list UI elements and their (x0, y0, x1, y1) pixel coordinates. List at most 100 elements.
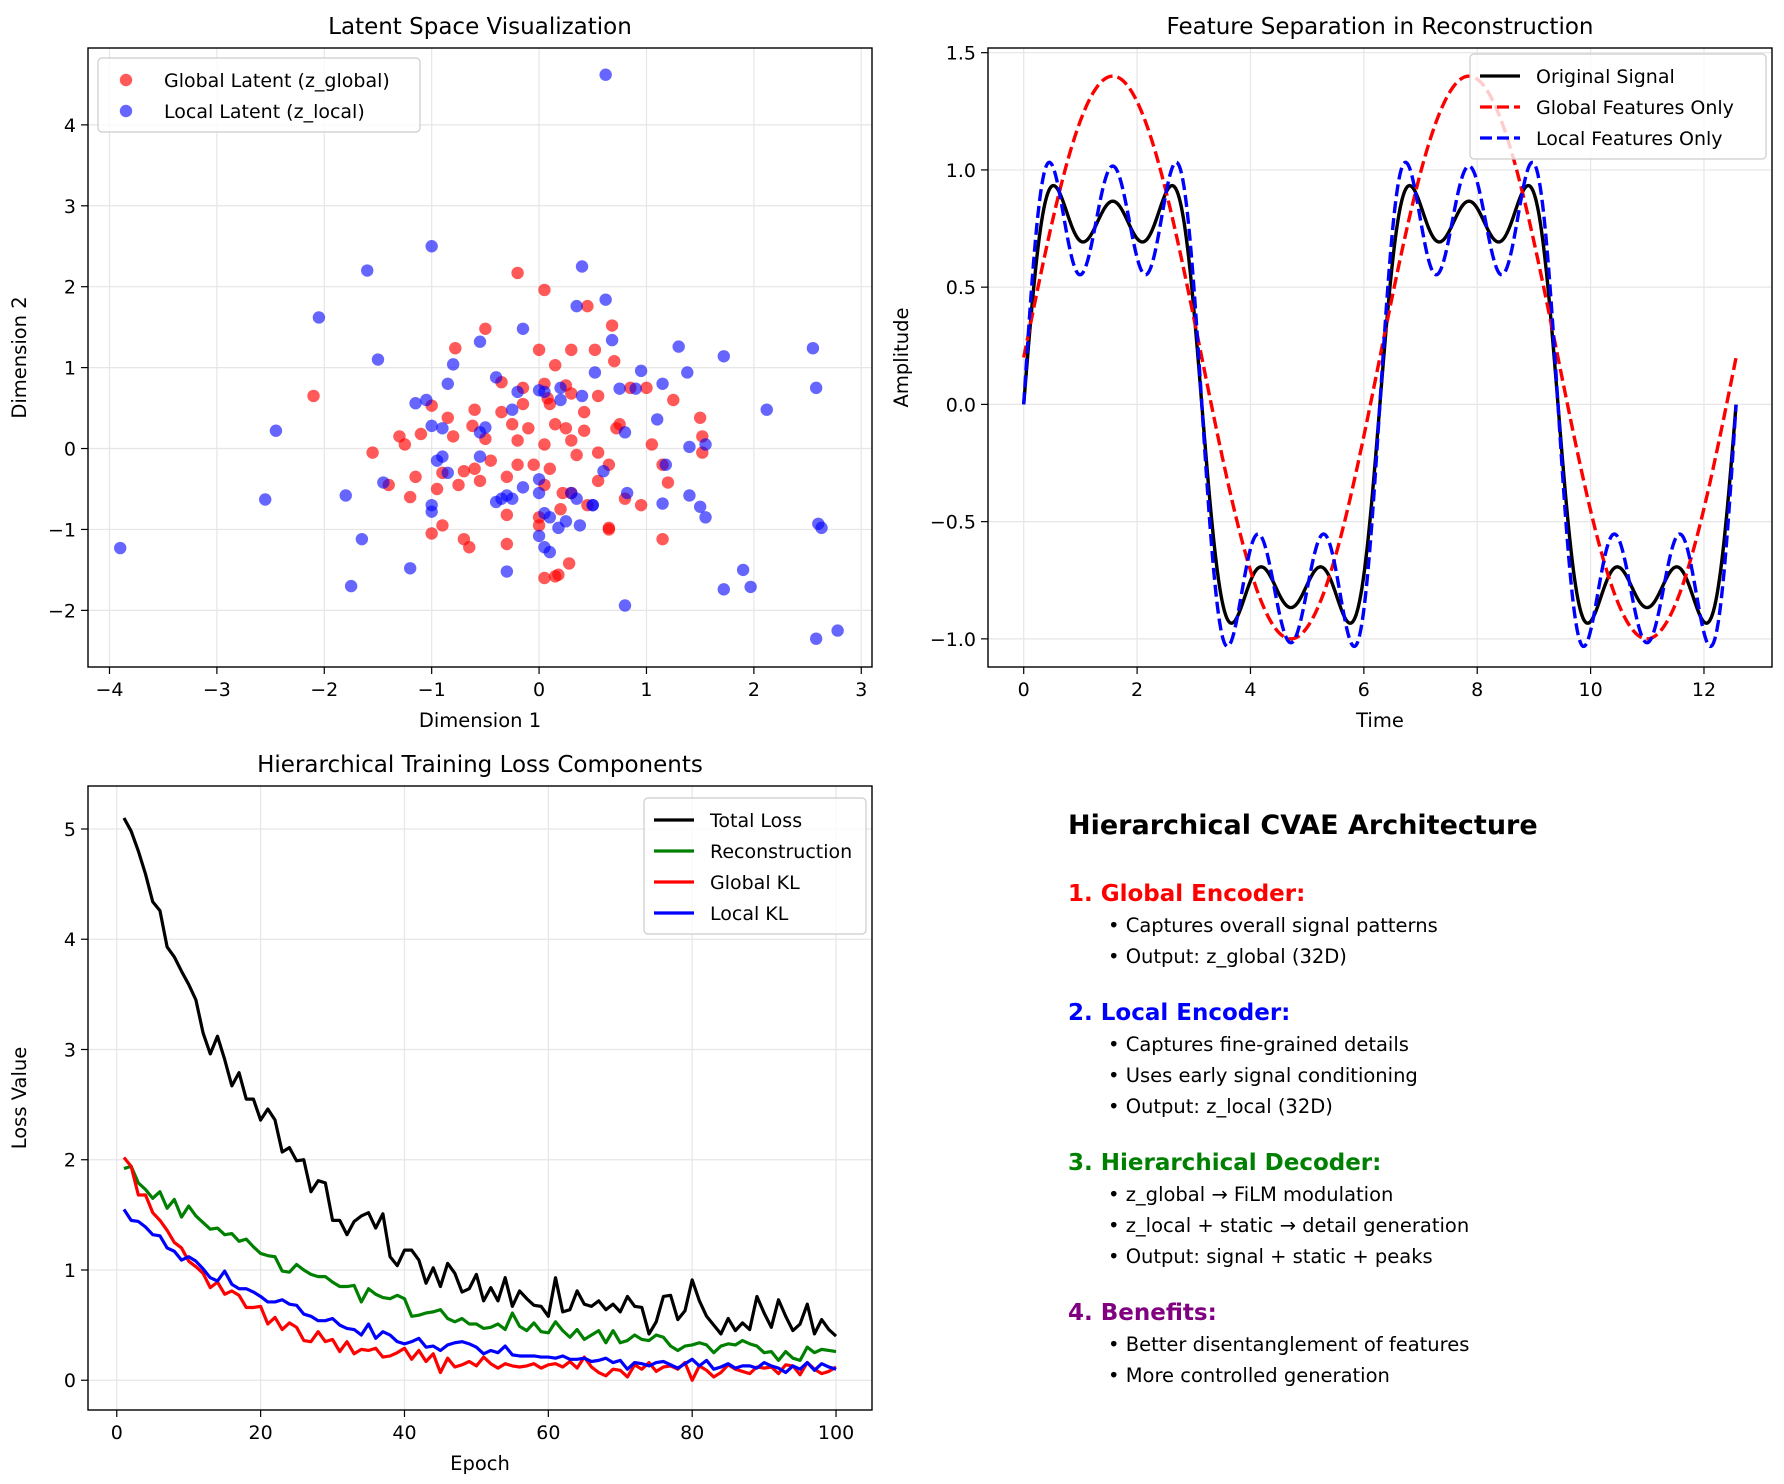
scatter-point (597, 464, 610, 478)
section-bullet: • z_global → FiLM modulation (1108, 1183, 1394, 1206)
y-tick-label: 5 (64, 819, 76, 841)
section-bullet: • Output: z_local (32D) (1108, 1095, 1333, 1118)
scatter-point (436, 422, 449, 435)
scatter-point (452, 478, 465, 492)
scatter-point (575, 389, 589, 403)
scatter-point (717, 583, 730, 596)
axes-frame (987, 47, 1773, 668)
scatter-point (538, 438, 551, 451)
scatter-point (565, 343, 578, 357)
x-tick-label: 80 (680, 1422, 704, 1444)
x-tick-label: 3 (855, 679, 867, 701)
ticks: 0 20 40 60 80 100 0 1 2 3 4 5 (64, 819, 854, 1444)
section-bullet: • More controlled generation (1108, 1364, 1390, 1387)
x-axis-label: Epoch (450, 1452, 510, 1475)
scatter-point (516, 322, 530, 335)
scatter-point (506, 418, 519, 431)
scatter-point (532, 486, 546, 500)
section-bullet: • z_local + static → detail generation (1108, 1214, 1470, 1237)
scatter-point (634, 364, 648, 378)
x-tick-label: −2 (310, 679, 338, 701)
scatter-point (581, 299, 594, 313)
plot-area (122, 817, 838, 1382)
scatter-point (516, 397, 530, 411)
scatter-point (511, 266, 524, 280)
scatter-point (436, 450, 449, 463)
legend: Global Latent (z_global) Local Latent (z_… (97, 57, 421, 133)
section-bullet: • Better disentanglement of features (1108, 1333, 1470, 1356)
scatter-point (500, 537, 514, 551)
scatter-point (554, 503, 567, 516)
y-tick-label: 0.5 (946, 277, 976, 299)
scatter-point (559, 422, 573, 435)
legend-box (643, 797, 867, 935)
scatter-point (605, 319, 619, 332)
scatter-point (693, 411, 707, 424)
x-tick-label: −4 (95, 679, 123, 701)
chart-title: Feature Separation in Reconstruction (1167, 14, 1594, 40)
section-bullet: • Captures overall signal patterns (1108, 914, 1438, 937)
scatter-point (511, 385, 524, 399)
y-tick-label: 1.0 (946, 160, 976, 182)
scatter-point (538, 283, 551, 297)
x-tick-label: 1 (640, 679, 652, 701)
scatter-point (683, 489, 696, 502)
architecture-panel: Hierarchical CVAE Architecture 1. Global… (1068, 810, 1748, 1419)
scatter-point (473, 474, 487, 488)
scatter-point (500, 565, 514, 578)
legend-label: Reconstruction (710, 841, 852, 863)
scatter-point (495, 405, 508, 419)
scatter-point (744, 580, 757, 594)
axes-frame (87, 785, 873, 1411)
scatter-point (618, 599, 632, 612)
scatter-point (339, 489, 352, 502)
chart-loss: 0 20 40 60 80 100 0 1 2 3 4 5 Hierarchical Training … (8, 752, 873, 1475)
x-tick-label: 60 (536, 1422, 560, 1444)
scatter-point (449, 341, 462, 355)
y-tick-label: −1.0 (930, 629, 976, 651)
scatter-point (403, 490, 417, 504)
scatter-point (586, 498, 599, 512)
scatter-point (457, 464, 471, 478)
scatter-point (809, 632, 823, 645)
series-line-global-features-only (1022, 74, 1738, 641)
scatter-point (651, 413, 664, 426)
section-heading: 4. Benefits: (1068, 1300, 1217, 1326)
series-line-original-signal (1022, 183, 1738, 625)
section-bullet: • Captures fine-grained details (1108, 1033, 1409, 1056)
scatter-point (259, 493, 272, 506)
legend-box (97, 57, 421, 133)
scatter-point (543, 511, 557, 524)
scatter-point (548, 358, 562, 372)
scatter-point (699, 438, 712, 451)
scatter-point (613, 382, 626, 395)
scatter-point (506, 403, 519, 416)
y-axis-label: Loss Value (8, 1047, 31, 1150)
x-tick-label: 0 (1018, 679, 1030, 701)
x-tick-label: 20 (249, 1422, 273, 1444)
section-bullet: • Uses early signal conditioning (1108, 1064, 1418, 1087)
scatter-point (420, 393, 433, 407)
section-global-encoder: 1. Global Encoder: • Captures overall si… (1068, 881, 1748, 969)
x-tick-label: 4 (1244, 679, 1256, 701)
scatter-point (656, 532, 669, 546)
section-heading: 1. Global Encoder: (1068, 881, 1306, 907)
scatter-point (468, 462, 481, 475)
scatter-point (831, 624, 844, 637)
scatter-point (425, 240, 438, 253)
scatter-point (484, 454, 497, 467)
scatter-point (446, 358, 460, 371)
series-line-local-features-only (1022, 160, 1738, 649)
x-tick-label: 40 (392, 1422, 416, 1444)
scatter-point (355, 532, 369, 546)
scatter-point (500, 470, 514, 484)
series-line-global-kl (122, 1156, 837, 1382)
scatter-point (430, 482, 444, 496)
legend-label: Global Features Only (1536, 97, 1734, 119)
chart-title: Hierarchical Training Loss Components (257, 752, 703, 778)
scatter-point (425, 527, 438, 540)
x-tick-label: 0 (111, 1422, 123, 1444)
scatter-point (371, 353, 385, 366)
y-tick-label: 4 (64, 929, 76, 951)
